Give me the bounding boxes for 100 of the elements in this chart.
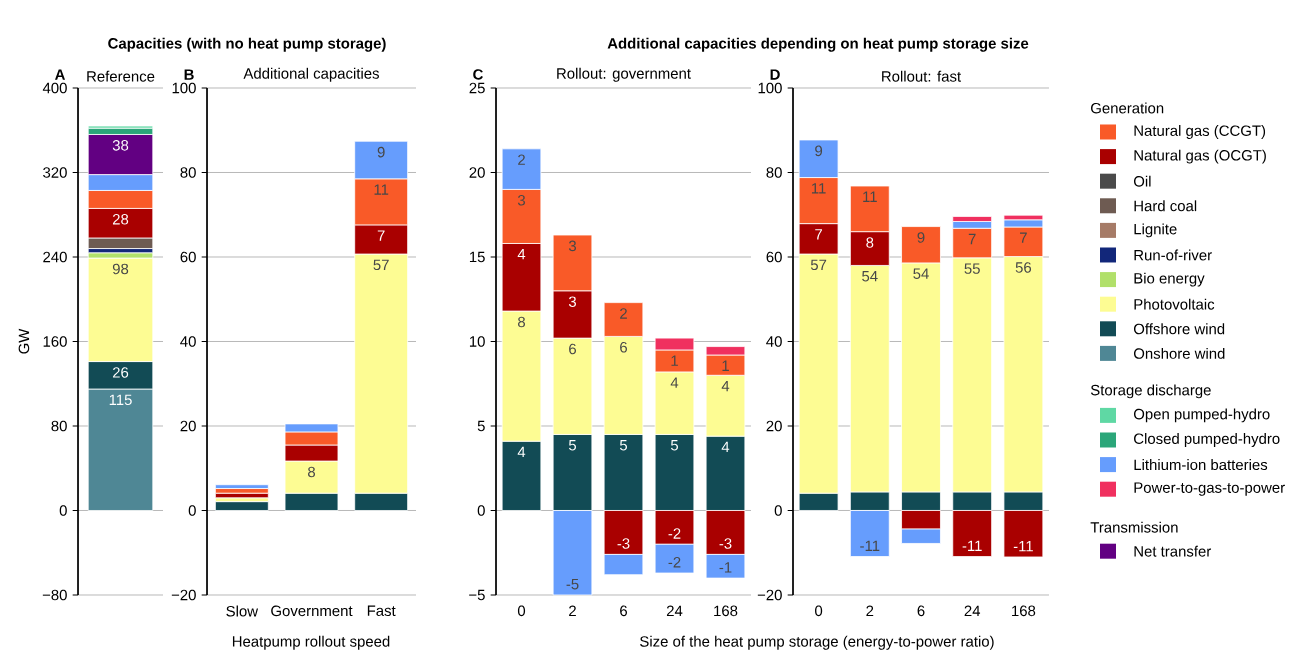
x-tick-label: 0 <box>517 605 526 617</box>
data-label: 56 <box>1015 262 1032 273</box>
y-tick-label: 0 <box>774 505 782 516</box>
legend-label: Power-to-gas-to-power <box>1134 482 1285 496</box>
data-label: 9 <box>815 145 823 157</box>
y-tick-label: 20 <box>469 167 485 178</box>
data-label: -11 <box>1013 541 1033 552</box>
data-label: 4 <box>721 441 730 452</box>
x-axis-title: Size of the heat pump storage (energy-to-power ratio) <box>640 635 994 650</box>
y-tick-label: 240 <box>43 251 67 263</box>
y-tick-label: 40 <box>180 336 196 347</box>
data-label: 28 <box>112 214 129 225</box>
x-tick-label: 2 <box>569 605 576 616</box>
data-label: 1 <box>722 360 729 371</box>
y-tick-label: 20 <box>766 420 782 432</box>
y-tick-label: 40 <box>766 336 782 347</box>
data-label: 7 <box>968 233 976 245</box>
data-label: 5 <box>670 440 679 451</box>
chart-subtitle: Rollout: government <box>557 67 691 82</box>
x-tick-label: 24 <box>964 605 981 616</box>
text: Transmission <box>1090 521 1178 533</box>
data-label: -11 <box>860 540 880 551</box>
data-label: 9 <box>377 146 385 158</box>
chart-subtitle: Reference <box>87 70 155 82</box>
data-label: 26 <box>112 367 129 378</box>
y-tick-label: 5 <box>477 420 485 432</box>
data-label: 3 <box>517 194 526 206</box>
x-tick-label: Fast <box>367 605 396 616</box>
legend-label: Lignite <box>1134 223 1177 238</box>
data-label: 4 <box>670 377 679 388</box>
data-label: -1 <box>719 562 732 573</box>
legend-label: Net transfer <box>1134 545 1212 557</box>
data-label: 8 <box>518 316 526 328</box>
text: Storage discharge <box>1090 384 1211 399</box>
y-tick-label: 0 <box>188 505 196 516</box>
data-label: -2 <box>668 528 681 539</box>
legend-label: Bio energy <box>1134 272 1205 287</box>
y-tick-label: −5 <box>469 589 485 601</box>
x-axis-title: Heatpump rollout speed <box>232 635 390 650</box>
y-tick-label: 10 <box>469 336 485 347</box>
data-label: 5 <box>619 440 628 451</box>
data-label: 54 <box>862 271 878 282</box>
data-label: 11 <box>374 184 389 195</box>
data-label: 1 <box>671 355 678 366</box>
data-label: 55 <box>964 263 980 274</box>
data-label: 54 <box>913 268 929 279</box>
text: D <box>770 69 780 80</box>
y-tick-label: 60 <box>180 251 196 263</box>
x-tick-label: 24 <box>666 605 683 616</box>
data-label: 57 <box>810 259 827 271</box>
data-label: 11 <box>863 191 877 202</box>
data-label: 2 <box>518 154 525 165</box>
data-label: 4 <box>721 380 730 392</box>
data-label: 6 <box>569 343 577 355</box>
legend-label: Photovoltaic <box>1134 298 1215 310</box>
y-tick-label: 80 <box>180 167 196 178</box>
data-label: 5 <box>568 440 577 451</box>
x-tick-label: 2 <box>866 605 874 616</box>
data-label: -5 <box>566 578 579 590</box>
data-label: 2 <box>620 308 627 319</box>
data-label: 11 <box>811 183 826 194</box>
chart-subtitle: Rollout: fast <box>882 70 961 82</box>
data-label: -2 <box>668 556 681 568</box>
data-label: 7 <box>377 230 385 241</box>
x-tick-label: 6 <box>917 605 925 617</box>
y-tick-label: 25 <box>469 82 485 94</box>
y-tick-label: −20 <box>171 589 196 601</box>
text: Additional capacities depending on heat pump storage size <box>607 37 1029 52</box>
y-tick-label: 100 <box>172 82 196 94</box>
legend-label: Onshore wind <box>1133 347 1225 359</box>
y-tick-label: 80 <box>51 420 67 432</box>
legend-label: Natural gas (CCGT) <box>1134 125 1266 139</box>
data-label: 9 <box>917 232 925 243</box>
data-label: 7 <box>1020 232 1027 243</box>
data-label: 3 <box>568 240 577 252</box>
legend-label: Hard coal <box>1134 200 1197 212</box>
legend-label: Natural gas (OCGT) <box>1134 149 1266 164</box>
data-label: -3 <box>719 538 732 549</box>
x-tick-label: Government <box>271 605 353 617</box>
x-tick-label: 168 <box>1012 605 1036 617</box>
bar <box>214 501 269 511</box>
y-tick-label: 15 <box>469 251 485 263</box>
y-tick-label: 60 <box>766 251 782 263</box>
y-tick-label: 160 <box>43 336 67 347</box>
legend-label: Open pumped-hydro <box>1133 408 1270 423</box>
legend-label: Oil <box>1133 175 1151 187</box>
x-tick-label: 6 <box>620 605 627 617</box>
x-tick-label: 0 <box>815 605 823 617</box>
y-axis-title: GW <box>18 328 30 354</box>
y-tick-label: 320 <box>43 167 67 178</box>
data-label: 8 <box>866 237 874 248</box>
data-label: 98 <box>112 263 129 275</box>
y-tick-label: 100 <box>758 82 782 94</box>
data-label: 38 <box>112 140 129 151</box>
data-label: -3 <box>617 538 630 549</box>
data-label: 57 <box>373 259 389 271</box>
text: A <box>55 69 66 80</box>
y-tick-label: −80 <box>42 589 67 601</box>
y-tick-label: 80 <box>766 167 782 178</box>
y-tick-label: −20 <box>757 589 782 601</box>
